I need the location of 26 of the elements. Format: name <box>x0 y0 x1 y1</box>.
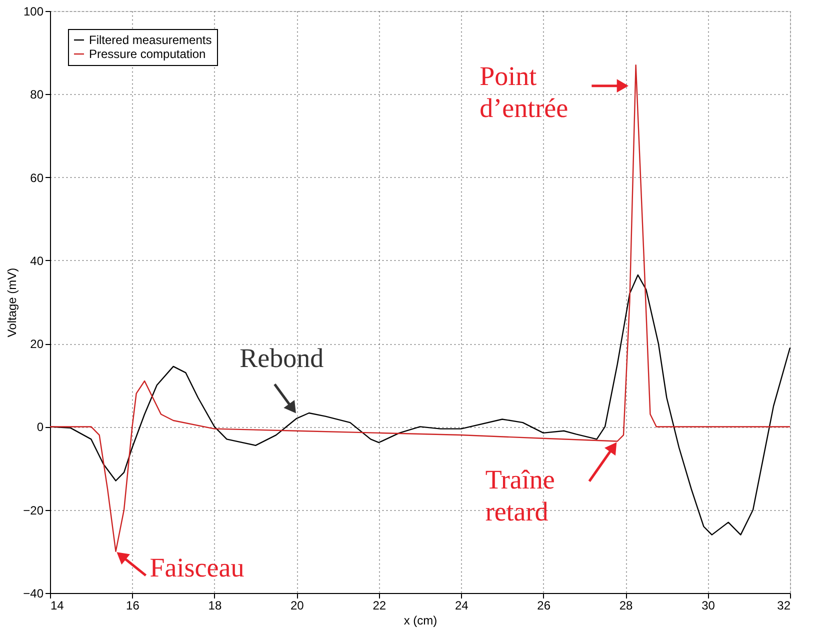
x-axis-title: x (cm) <box>404 614 438 628</box>
y-tick-label: 60 <box>30 170 44 185</box>
y-tick-label: 0 <box>36 420 44 434</box>
y-tick-label: 100 <box>23 4 44 18</box>
annotation: Faisceau <box>150 552 245 582</box>
x-tick-label: 28 <box>619 598 634 612</box>
x-tick-label: 32 <box>777 598 791 612</box>
legend-label: Pressure computation <box>89 47 206 61</box>
x-tick-label: 24 <box>454 598 469 612</box>
y-tick-label: −20 <box>23 503 44 518</box>
y-tick-label: 20 <box>30 337 44 352</box>
x-tick-label: 16 <box>126 598 140 612</box>
y-tick-label: −40 <box>23 586 44 600</box>
y-axis-title: Voltage (mV) <box>5 268 20 338</box>
x-tick-label: 20 <box>290 598 304 612</box>
x-tick-label: 26 <box>537 598 551 612</box>
x-tick-label: 30 <box>702 598 716 612</box>
annotation: Point d’entrée <box>480 60 568 123</box>
annotation: Rebond <box>240 343 324 374</box>
annotation: Traîne retard <box>485 464 555 526</box>
x-tick-label: 22 <box>372 598 386 612</box>
y-tick-label: 40 <box>30 254 44 268</box>
y-tick-label: 80 <box>30 88 44 102</box>
x-tick-label: 14 <box>50 598 64 612</box>
x-tick-label: 18 <box>208 598 222 612</box>
legend-label: Filtered measurements <box>89 33 212 47</box>
